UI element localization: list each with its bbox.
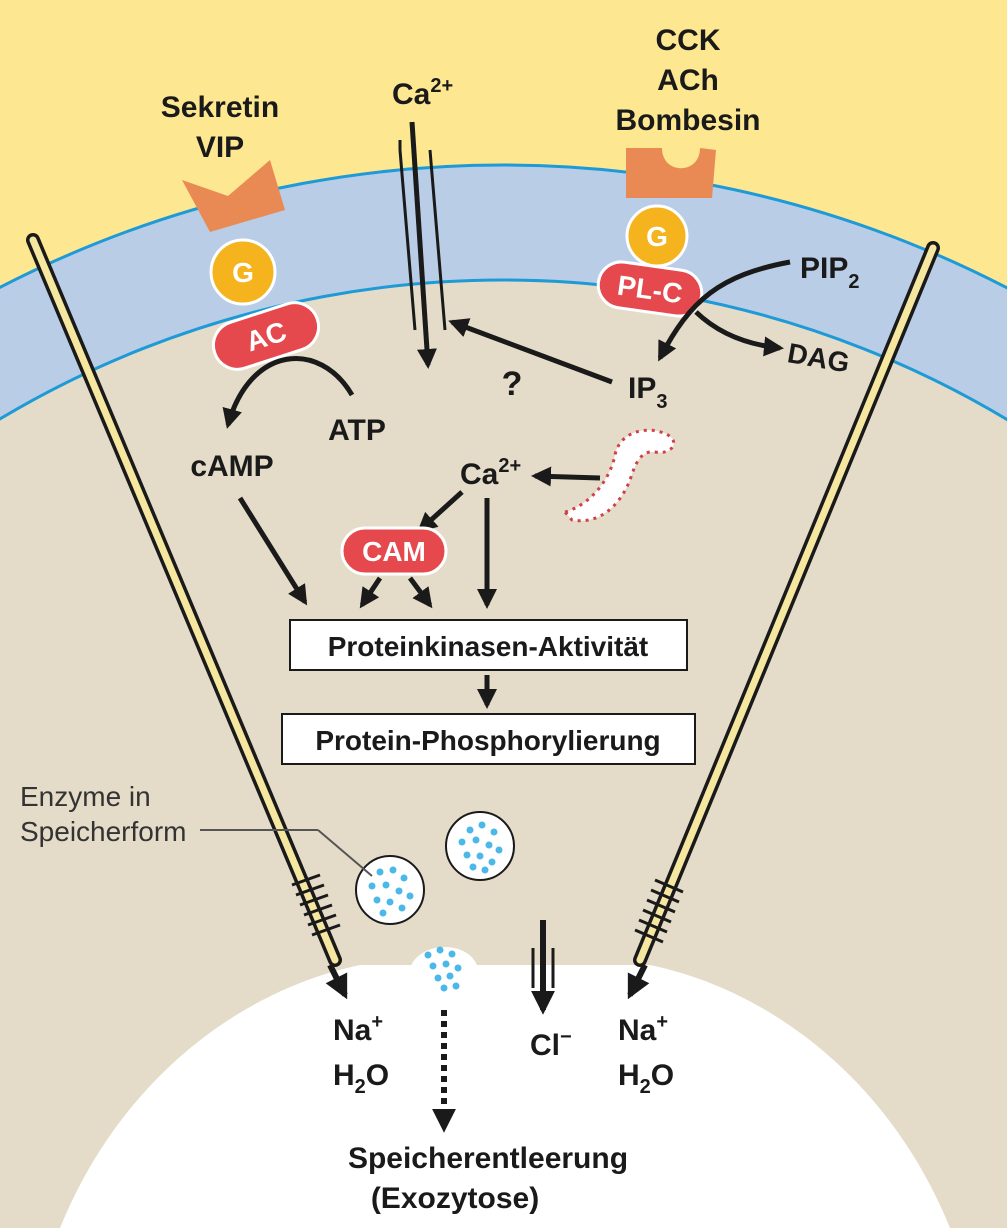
cam-to-kinase-arrow-right	[407, 576, 433, 609]
label-g-right: G	[646, 221, 668, 252]
na-right-arrow	[627, 963, 650, 1000]
label-ip3: IP3	[628, 372, 667, 413]
pip2-to-ip3-arrow	[657, 259, 791, 362]
label-camp: cAMP	[190, 450, 273, 483]
chloride-channel	[531, 948, 555, 988]
cck-receptor	[626, 148, 716, 198]
phospholipase-c	[596, 260, 704, 318]
atp-to-camp-arrow	[222, 356, 355, 429]
cam-to-kinase-arrow-left	[359, 576, 383, 609]
camp-to-kinase-arrow	[237, 496, 308, 606]
label-enzyme-line1: Enzyme in	[20, 781, 151, 812]
calcium-influx-arrow	[409, 121, 437, 369]
membrane-outer-line	[0, 163, 1007, 290]
label-h2o-left: H2O	[333, 1059, 389, 1098]
label-pip2: PIP2	[800, 252, 859, 293]
adenylate-cyclase	[211, 301, 321, 371]
label-g-left: G	[232, 257, 254, 288]
g-protein-left	[209, 238, 277, 306]
label-exocytosis-line2: (Exozytose)	[371, 1182, 539, 1215]
sekretin-receptor	[182, 160, 285, 232]
label-calcium-mid: Ca2+	[460, 455, 521, 491]
endoplasmic-reticulum	[562, 428, 676, 523]
label-cck: CCK	[656, 24, 721, 57]
label-chloride: Cl−	[530, 1026, 572, 1062]
zymogen-granule-1	[445, 811, 515, 881]
lumen	[60, 965, 950, 1228]
label-na-left: Na+	[333, 1011, 383, 1047]
exocytosing-granule	[424, 946, 462, 992]
label-atp: ATP	[328, 414, 386, 447]
label-exocytosis-line1: Speicherentleerung	[348, 1142, 628, 1175]
label-na-right: Na+	[618, 1011, 668, 1047]
label-question: ?	[502, 365, 523, 403]
label-cam: CAM	[362, 536, 426, 567]
label-proteinkinasen: Proteinkinasen-Aktivität	[328, 631, 649, 662]
membrane-inner-line	[0, 278, 1007, 422]
proteinkinasen-box	[289, 619, 688, 671]
na-left-arrow	[325, 963, 348, 1000]
left-junction	[26, 233, 342, 967]
label-h2o-right: H2O	[618, 1059, 674, 1098]
label-sekretin: Sekretin	[161, 91, 279, 124]
right-junction	[633, 241, 940, 967]
calmodulin	[340, 526, 448, 576]
calcium-to-cam-arrow	[417, 490, 464, 533]
label-ach: ACh	[657, 64, 719, 97]
er-to-calcium-arrow	[531, 466, 601, 487]
zymogen-granule-2	[355, 855, 425, 925]
ip3-to-channel-arrow	[448, 318, 613, 385]
label-vip: VIP	[196, 131, 244, 164]
pip2-to-dag-arrow	[694, 310, 784, 357]
label-calcium-top: Ca2+	[392, 75, 453, 111]
enzyme-leader-line-2	[317, 829, 373, 877]
label-phosphorylierung: Protein-Phosphorylierung	[315, 725, 660, 756]
label-bombesin: Bombesin	[615, 104, 760, 137]
label-enzyme-line2: Speicherform	[20, 816, 187, 847]
phosphorylierung-box	[281, 713, 696, 765]
calcium-channel	[398, 140, 447, 331]
